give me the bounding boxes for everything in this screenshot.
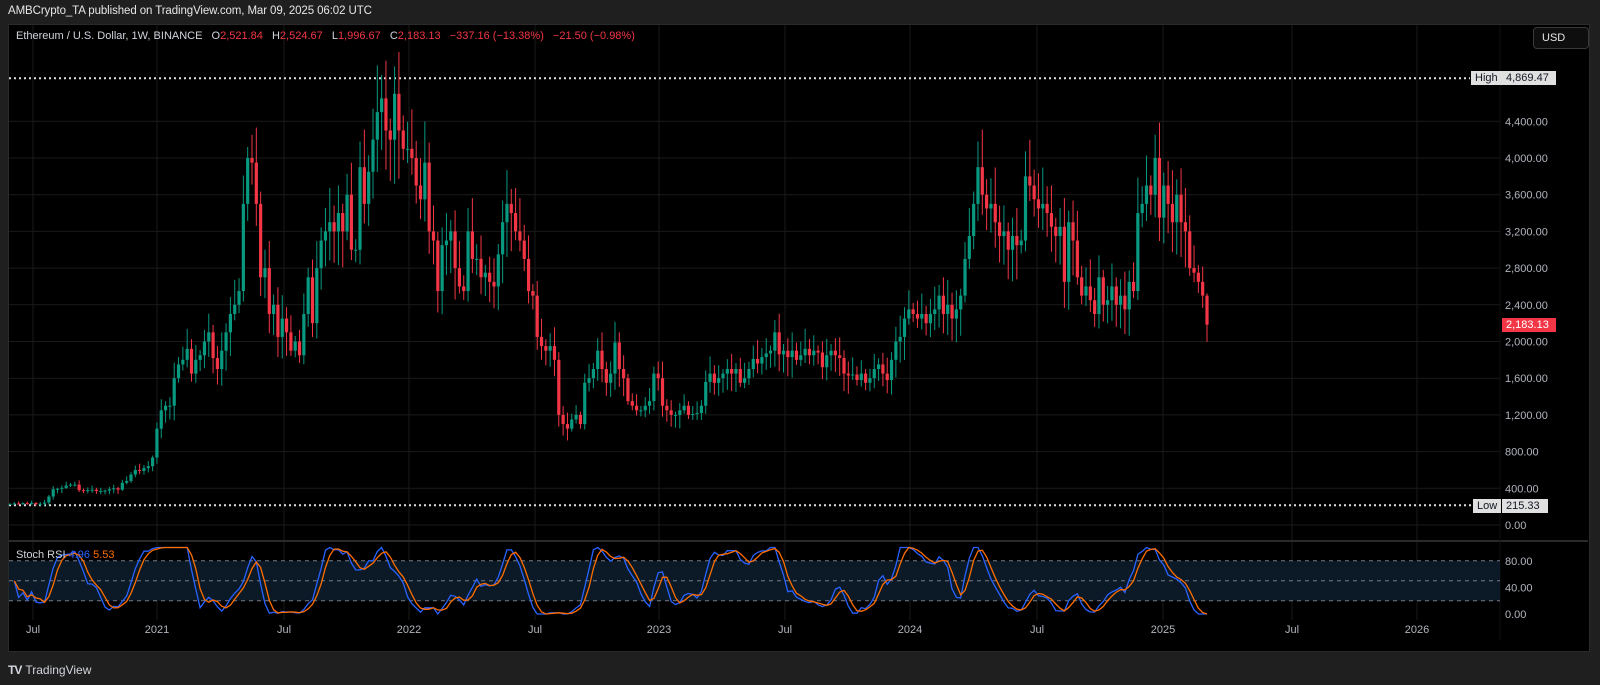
currency-button[interactable]: USD xyxy=(1533,27,1589,49)
time-axis-label: Jul xyxy=(26,624,40,636)
open-label: O xyxy=(211,30,221,42)
symbol-legend: Ethereum / U.S. Dollar, 1W, BINANCE O2,5… xyxy=(16,30,635,42)
stoch-axis-label: 80.00 xyxy=(1505,556,1533,568)
low-tag-label: Low xyxy=(1473,499,1502,513)
stoch-d-line xyxy=(13,546,1208,615)
high-tag-label: High xyxy=(1471,71,1502,85)
time-axis-label: 2022 xyxy=(397,624,421,636)
stoch-rsi-legend: Stoch RSI 4.96 5.53 xyxy=(16,549,115,561)
low-tag-value: 215.33 xyxy=(1502,499,1548,513)
price-axis-label: 0.00 xyxy=(1505,520,1526,532)
time-axis-label: 2025 xyxy=(1151,624,1175,636)
high-value: 2,524.67 xyxy=(279,30,323,42)
time-axis-label: Jul xyxy=(778,624,792,636)
publish-info: AMBCrypto_TA published on TradingView.co… xyxy=(8,5,372,17)
close-label: C xyxy=(389,30,398,42)
candles xyxy=(8,52,1209,506)
price-axis-label: 2,800.00 xyxy=(1505,263,1548,275)
tradingview-logo[interactable]: TV TradingView xyxy=(8,663,91,677)
stoch-rsi-name[interactable]: Stoch RSI xyxy=(16,549,66,561)
open-value: 2,521.84 xyxy=(220,30,263,42)
time-axis-label: Jul xyxy=(1285,624,1299,636)
stoch-axis-label: 0.00 xyxy=(1505,609,1526,621)
price-axis-label: 2,400.00 xyxy=(1505,300,1548,312)
price-axis-label: 1,600.00 xyxy=(1505,373,1548,385)
stoch-k-value: 4.96 xyxy=(68,549,91,561)
price-axis-label: 4,000.00 xyxy=(1505,153,1548,165)
time-axis-label: 2026 xyxy=(1405,624,1429,636)
last-price-tag: 2,183.13 xyxy=(1502,318,1556,332)
symbol-title[interactable]: Ethereum / U.S. Dollar, 1W, BINANCE xyxy=(16,30,203,42)
time-axis-label: Jul xyxy=(277,624,291,636)
high-tag-value: 4,869.47 xyxy=(1502,71,1556,85)
time-axis-label: Jul xyxy=(1030,624,1044,636)
change2-value: −21.50 (−0.98%) xyxy=(552,30,635,42)
close-value: 2,183.13 xyxy=(397,30,441,42)
low-label: L xyxy=(331,30,338,42)
tradingview-brand: TradingView xyxy=(25,663,92,677)
time-axis-label: 2024 xyxy=(898,624,922,636)
change-value: −337.16 (−13.38%) xyxy=(449,30,544,42)
low-value: 1,996.67 xyxy=(337,30,381,42)
chart-frame[interactable] xyxy=(8,24,1590,652)
price-axis-label: 4,400.00 xyxy=(1505,116,1548,128)
price-axis-label: 3,200.00 xyxy=(1505,226,1548,238)
stoch-k-line xyxy=(13,546,1207,616)
tradingview-mark-icon: TV xyxy=(8,663,22,677)
price-axis-label: 800.00 xyxy=(1505,447,1539,459)
price-axis-label: 3,600.00 xyxy=(1505,190,1548,202)
price-axis-label: 1,200.00 xyxy=(1505,410,1548,422)
stoch-axis-label: 40.00 xyxy=(1505,582,1533,594)
price-axis-label: 400.00 xyxy=(1505,483,1539,495)
time-axis-label: 2023 xyxy=(647,624,671,636)
time-axis-label: Jul xyxy=(528,624,542,636)
high-label: H xyxy=(271,30,280,42)
stoch-d-value: 5.53 xyxy=(93,549,115,561)
price-axis-label: 2,000.00 xyxy=(1505,337,1548,349)
time-axis-label: 2021 xyxy=(145,624,169,636)
